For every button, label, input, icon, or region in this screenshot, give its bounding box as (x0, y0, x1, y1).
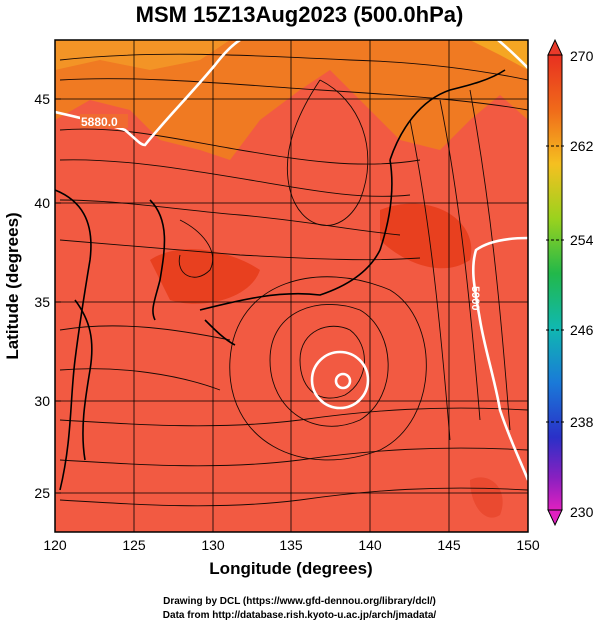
plot-area: 5880.0 5900 (55, 40, 528, 532)
x-tick-label: 140 (358, 537, 382, 553)
y-axis (55, 98, 61, 494)
x-axis-title: Longitude (degrees) (209, 559, 372, 578)
credit-drawing: Drawing by DCL (https://www.gfd-dennou.o… (163, 596, 436, 607)
colorbar-label: 230 (570, 504, 594, 520)
y-tick-label: 45 (34, 91, 50, 107)
colorbar (546, 38, 564, 527)
colorbar-label: 270 (570, 48, 594, 64)
warm-region-north (55, 40, 528, 160)
typhoon-contour-outer (310, 350, 370, 410)
x-tick-label: 150 (516, 537, 540, 553)
contour-5880-ne (497, 40, 528, 69)
grid-lines (55, 40, 528, 532)
deep-red-patch (380, 203, 472, 269)
x-tick-label: 130 (201, 537, 225, 553)
orange-region-ne (470, 40, 528, 70)
colorbar-top-arrow (547, 38, 563, 56)
deep-red-patch (150, 249, 260, 304)
credit-data: Data from http://database.rish.kyoto-u.a… (162, 610, 437, 621)
colorbar-label: 238 (570, 414, 594, 430)
colorbar-label: 254 (570, 232, 594, 248)
colorbar-label: 262 (570, 138, 594, 154)
colorbar-bottom-arrow (547, 509, 563, 527)
y-tick-label: 40 (34, 195, 50, 211)
plot-frame (54, 39, 529, 533)
coastlines (55, 69, 506, 491)
deep-red-patch (470, 477, 503, 518)
y-tick-label: 30 (34, 393, 50, 409)
y-tick-label: 35 (34, 294, 50, 310)
x-tick-label: 120 (43, 537, 67, 553)
contour-label-bg (80, 114, 128, 128)
typhoon-contour-inner (334, 372, 352, 390)
contour-label-5900: 5900 (469, 286, 481, 310)
x-tick-label: 135 (279, 537, 303, 553)
x-tick-label: 145 (437, 537, 461, 553)
map-title: MSM 15Z13Aug2023 (500.0hPa) (135, 2, 464, 27)
x-tick-label: 125 (122, 537, 146, 553)
colorbar-label: 246 (570, 322, 594, 338)
contour-label-5880: 5880.0 (81, 115, 118, 129)
contour-5900-east (471, 236, 528, 481)
y-axis-title: Latitude (degrees) (3, 212, 22, 359)
y-tick-label: 25 (34, 485, 50, 501)
wind-streamlines (59, 53, 528, 507)
